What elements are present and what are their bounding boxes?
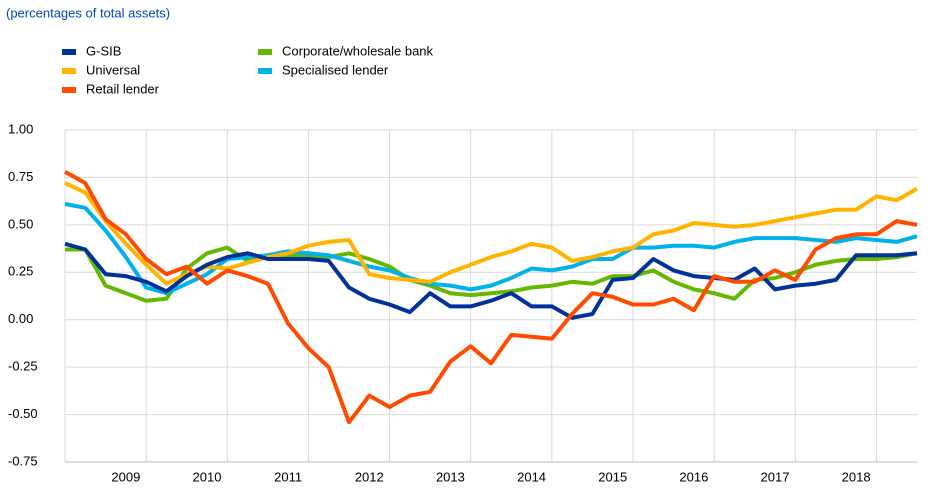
series-line xyxy=(64,169,918,425)
y-tick-label: 0.00 xyxy=(8,311,33,326)
legend-label: Specialised lender xyxy=(282,62,389,77)
y-tick-label: 0.25 xyxy=(8,264,33,279)
y-tick-label: -0.75 xyxy=(8,453,38,468)
x-tick-label: 2011 xyxy=(274,469,302,484)
y-tick-label: -0.25 xyxy=(8,359,38,374)
series-line xyxy=(64,202,918,296)
legend-swatch xyxy=(258,49,272,55)
legend-label: Retail lender xyxy=(86,81,160,96)
legend-swatch xyxy=(62,87,76,93)
legend-label: G-SIB xyxy=(86,43,121,58)
chart-subtitle: (percentages of total assets) xyxy=(6,5,170,20)
y-tick-label: -0.50 xyxy=(8,406,38,421)
x-tick-label: 2012 xyxy=(355,469,384,484)
x-tick-label: 2013 xyxy=(436,469,465,484)
x-tick-label: 2018 xyxy=(842,469,871,484)
y-tick-label: 0.50 xyxy=(8,216,33,231)
x-tick-label: 2017 xyxy=(761,469,790,484)
y-tick-label: 0.75 xyxy=(8,169,33,184)
x-tick-label: 2015 xyxy=(598,469,627,484)
x-tick-label: 2016 xyxy=(679,469,708,484)
series-line xyxy=(64,181,918,286)
legend-swatch xyxy=(258,68,272,74)
y-tick-label: 1.00 xyxy=(8,121,33,136)
x-tick-label: 2009 xyxy=(111,469,140,484)
series-line xyxy=(65,245,918,303)
legend-swatch xyxy=(62,68,76,74)
legend-label: Corporate/wholesale bank xyxy=(282,43,434,58)
legend-swatch xyxy=(62,49,76,55)
x-tick-label: 2010 xyxy=(193,469,222,484)
series-line xyxy=(64,241,918,320)
x-tick-label: 2014 xyxy=(517,469,546,484)
legend-label: Universal xyxy=(86,62,140,77)
